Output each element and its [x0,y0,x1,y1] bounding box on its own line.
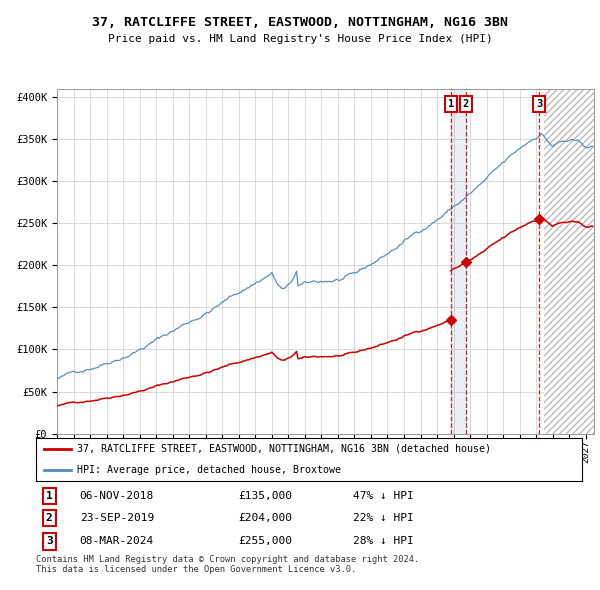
Text: 47% ↓ HPI: 47% ↓ HPI [353,491,413,501]
Text: Price paid vs. HM Land Registry's House Price Index (HPI): Price paid vs. HM Land Registry's House … [107,34,493,44]
Text: £255,000: £255,000 [238,536,292,546]
Text: 06-NOV-2018: 06-NOV-2018 [80,491,154,501]
Text: 28% ↓ HPI: 28% ↓ HPI [353,536,413,546]
Text: 08-MAR-2024: 08-MAR-2024 [80,536,154,546]
Bar [544,88,600,434]
Bar [451,88,466,434]
Text: 3: 3 [46,536,53,546]
Text: £135,000: £135,000 [238,491,292,501]
Text: Contains HM Land Registry data © Crown copyright and database right 2024.
This d: Contains HM Land Registry data © Crown c… [36,555,419,574]
Text: 22% ↓ HPI: 22% ↓ HPI [353,513,413,523]
Text: HPI: Average price, detached house, Broxtowe: HPI: Average price, detached house, Brox… [77,466,341,475]
Text: 23-SEP-2019: 23-SEP-2019 [80,513,154,523]
Text: 2: 2 [463,99,469,109]
Text: 1: 1 [46,491,53,501]
Text: 37, RATCLIFFE STREET, EASTWOOD, NOTTINGHAM, NG16 3BN (detached house): 37, RATCLIFFE STREET, EASTWOOD, NOTTINGH… [77,444,491,454]
Text: 37, RATCLIFFE STREET, EASTWOOD, NOTTINGHAM, NG16 3BN: 37, RATCLIFFE STREET, EASTWOOD, NOTTINGH… [92,16,508,29]
Text: 1: 1 [448,99,454,109]
Text: 2: 2 [46,513,53,523]
Text: 3: 3 [536,99,542,109]
Text: £204,000: £204,000 [238,513,292,523]
